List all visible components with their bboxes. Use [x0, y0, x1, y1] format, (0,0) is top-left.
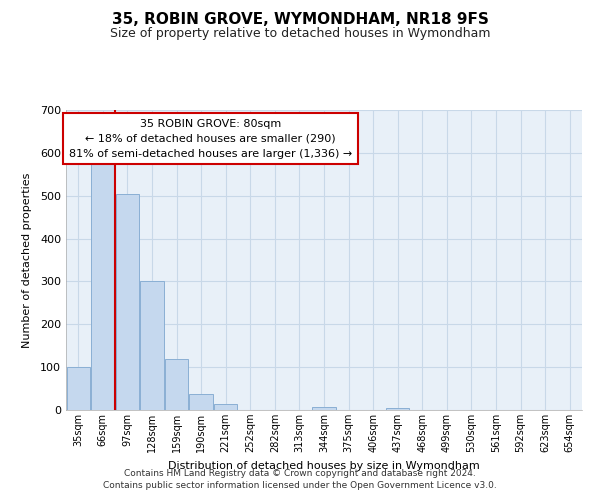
Bar	[140, 282, 164, 410]
Bar	[386, 408, 409, 410]
Bar	[91, 164, 115, 410]
Bar	[116, 194, 139, 410]
Bar	[190, 394, 213, 410]
Text: Contains public sector information licensed under the Open Government Licence v3: Contains public sector information licen…	[103, 481, 497, 490]
X-axis label: Distribution of detached houses by size in Wymondham: Distribution of detached houses by size …	[168, 460, 480, 470]
Bar	[165, 360, 188, 410]
Text: 35 ROBIN GROVE: 80sqm
← 18% of detached houses are smaller (290)
81% of semi-det: 35 ROBIN GROVE: 80sqm ← 18% of detached …	[69, 119, 352, 158]
Text: 35, ROBIN GROVE, WYMONDHAM, NR18 9FS: 35, ROBIN GROVE, WYMONDHAM, NR18 9FS	[112, 12, 488, 28]
Text: Size of property relative to detached houses in Wymondham: Size of property relative to detached ho…	[110, 28, 490, 40]
Bar	[67, 367, 90, 410]
Bar	[214, 404, 238, 410]
Bar	[313, 407, 335, 410]
Y-axis label: Number of detached properties: Number of detached properties	[22, 172, 32, 348]
Text: Contains HM Land Registry data © Crown copyright and database right 2024.: Contains HM Land Registry data © Crown c…	[124, 468, 476, 477]
